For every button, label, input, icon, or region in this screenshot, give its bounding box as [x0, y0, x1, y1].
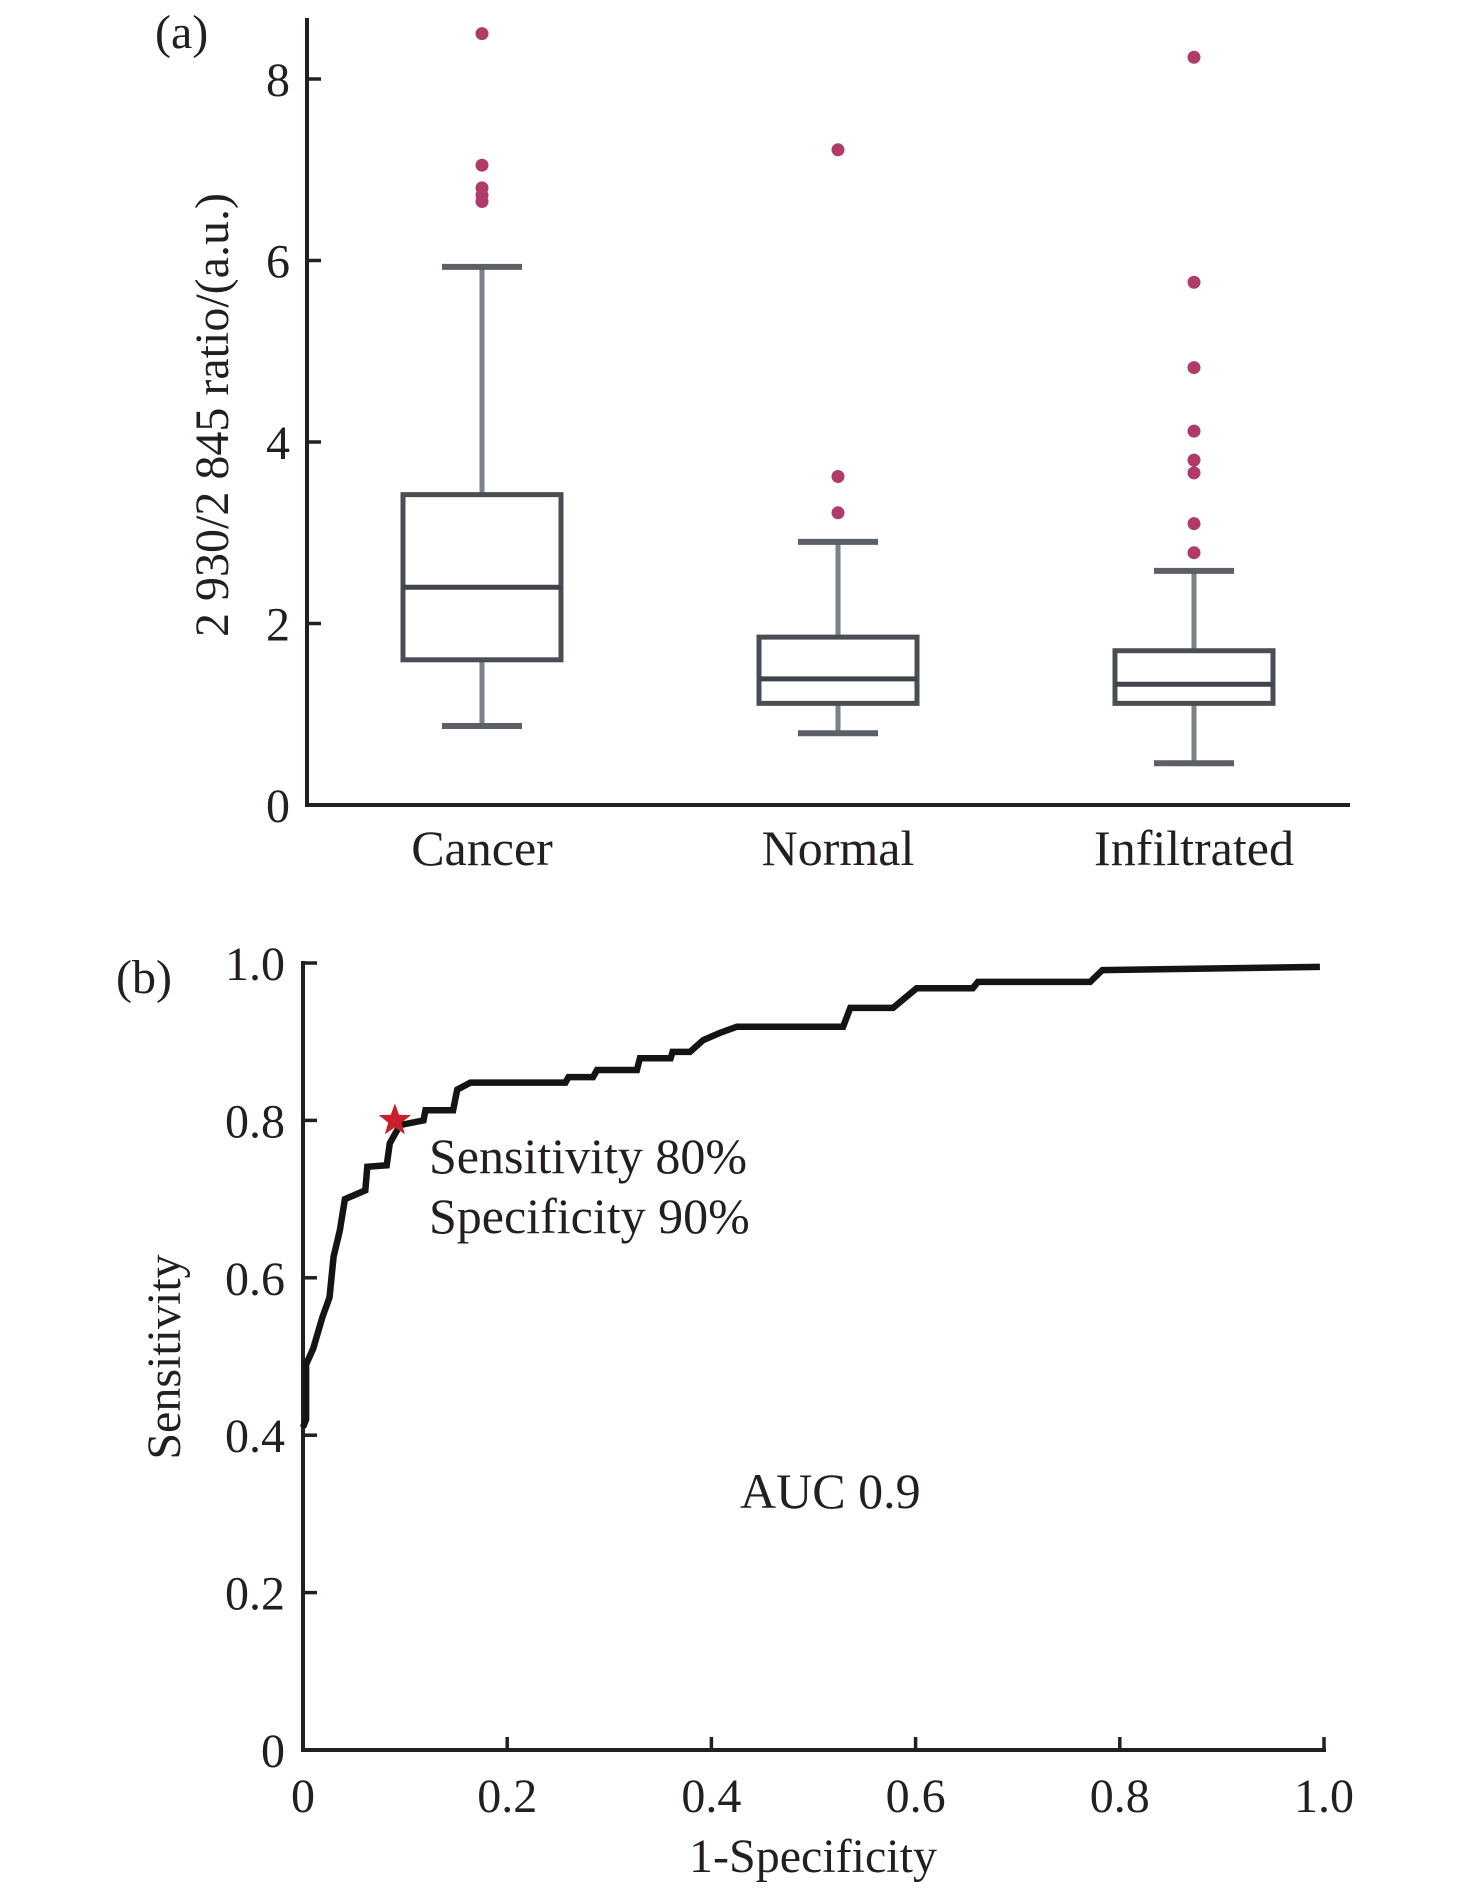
y-ticks-b: 0 0.2 0.4 0.6 0.8 1.0 [225, 938, 317, 1778]
y-tick-label-b: 0.2 [225, 1568, 285, 1621]
star-marker [378, 1103, 412, 1135]
outlier-point [831, 469, 845, 483]
roc-curve [299, 963, 1320, 1429]
y-tick-label-a: 2 [266, 599, 290, 652]
box-plot-panel: (a) 2 930/2 845 ratio/(a.u.) 0 2 4 6 8 Cance… [155, 6, 1350, 876]
y-tick-label-a: 4 [266, 417, 290, 470]
x-axis-label-b: 1-Specificity [689, 1830, 937, 1883]
x-tick-label-a: Normal [762, 820, 915, 876]
box-infiltrated [1112, 50, 1276, 767]
y-tick-label-b: 0 [261, 1725, 285, 1778]
roc-panel: (b) Sensitivity 1-Specificity 0 0.2 0.4 0.6… [116, 938, 1354, 1883]
outlier-point [1187, 361, 1201, 375]
outlier-point [475, 27, 489, 41]
y-tick-label-a: 6 [266, 236, 290, 289]
outlier-point [1187, 275, 1201, 289]
y-tick-label-a: 8 [266, 54, 290, 107]
outlier-point [1187, 453, 1201, 467]
x-tick-label-b: 0.4 [681, 1770, 741, 1823]
y-axis-label-b: Sensitivity [138, 1254, 191, 1459]
outlier-point [1187, 424, 1201, 438]
panel-label-a: (a) [155, 6, 208, 59]
x-tick-label-b: 0.2 [477, 1770, 537, 1823]
outlier-point [831, 143, 845, 157]
annotation-sensitivity: Sensitivity 80% [429, 1128, 747, 1184]
y-ticks-a: 0 2 4 6 8 [266, 54, 321, 833]
panel-label-b: (b) [116, 951, 172, 1004]
outlier-point [475, 158, 489, 172]
box-cancer [400, 27, 564, 730]
annotation-specificity: Specificity 90% [429, 1188, 750, 1244]
y-tick-label-b: 0.6 [225, 1253, 285, 1306]
x-tick-label-a: Cancer [411, 820, 553, 876]
y-tick-label-a: 0 [266, 780, 290, 833]
outlier-point [475, 195, 489, 209]
box-normal [756, 143, 920, 737]
outlier-point [831, 506, 845, 520]
x-tick-label-a: Infiltrated [1094, 820, 1294, 876]
outlier-point [1187, 50, 1201, 64]
iqr-box [1112, 648, 1276, 706]
y-tick-label-b: 0.4 [225, 1410, 285, 1463]
iqr-box [756, 634, 920, 706]
x-ticks-b: 0 0.2 0.4 0.6 0.8 1.0 [291, 1737, 1354, 1823]
x-tick-label-b: 0.8 [1090, 1770, 1150, 1823]
y-tick-label-b: 1.0 [225, 938, 285, 991]
outlier-point [1187, 466, 1201, 480]
x-tick-labels-a: Cancer Normal Infiltrated [411, 820, 1294, 876]
annotation-auc: AUC 0.9 [740, 1463, 921, 1519]
x-tick-label-b: 1.0 [1294, 1770, 1354, 1823]
outlier-point [1187, 517, 1201, 531]
outlier-point [1187, 546, 1201, 560]
x-tick-label-b: 0 [291, 1770, 315, 1823]
boxes-a [400, 27, 1276, 767]
y-tick-label-b: 0.8 [225, 1095, 285, 1148]
iqr-box [400, 492, 564, 663]
x-tick-label-b: 0.6 [886, 1770, 946, 1823]
y-axis-label-a: 2 930/2 845 ratio/(a.u.) [186, 193, 239, 637]
operating-point-star [378, 1103, 412, 1135]
